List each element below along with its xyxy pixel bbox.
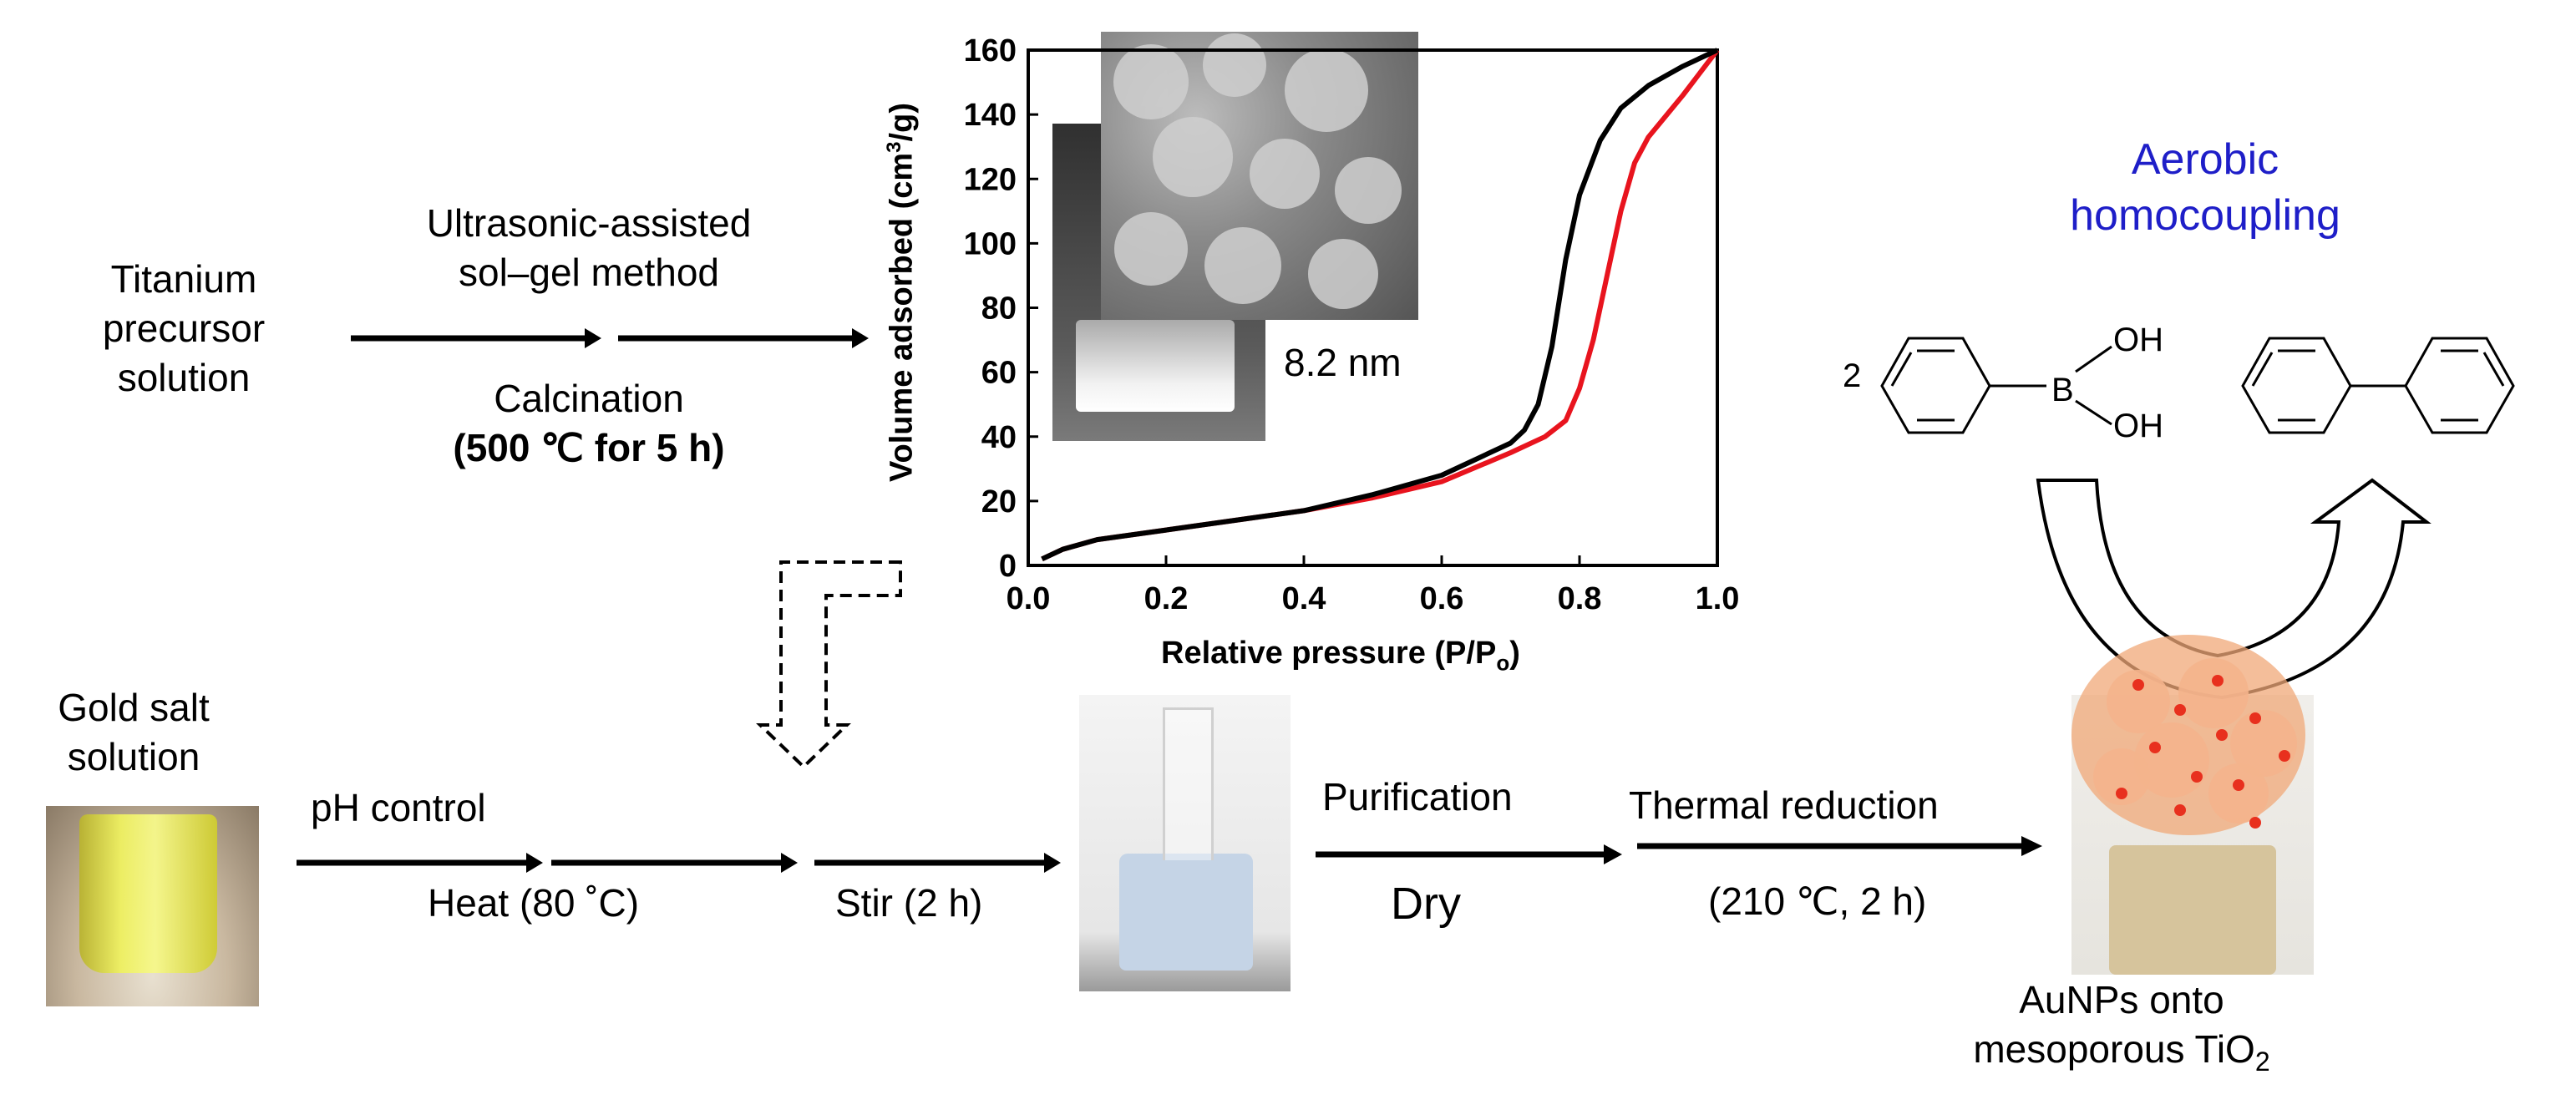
gold-salt-photo	[46, 806, 259, 1006]
hydroxyl-label-2: OH	[2113, 408, 2163, 444]
x-tick-label: 0.4	[1282, 581, 1326, 616]
y-tick-label: 60	[981, 356, 1017, 391]
pore-size-label: 8.2 nm	[1280, 338, 1405, 388]
title-line2: homocoupling	[2070, 190, 2340, 240]
step1-below1: Calcination	[494, 377, 684, 420]
chart-series	[1041, 48, 1720, 562]
au-tio2-nanoparticles	[2071, 635, 2305, 835]
chart-x-axis-title: Relative pressure (P/Po)	[1161, 636, 1520, 676]
x-tick-label: 0.0	[1007, 581, 1051, 616]
yellow-solution-beaker	[79, 814, 217, 973]
sem-image	[1101, 32, 1418, 320]
y-tick-label: 80	[981, 291, 1017, 327]
heat-label: Heat (80 ˚C)	[428, 881, 640, 925]
x-tick-label: 0.6	[1420, 581, 1464, 616]
purification-label: Purification	[1322, 775, 1513, 819]
hydroxyl-label-1: OH	[2113, 322, 2163, 358]
y-tick-label: 140	[964, 98, 1017, 133]
step1-above1: Ultrasonic-assisted	[426, 201, 752, 245]
titanium-precursor-label: Titanium precursor solution	[33, 255, 334, 403]
product-suspension	[2109, 845, 2276, 975]
chart-frame	[1027, 48, 1719, 567]
product-line1: AuNPs onto	[2019, 978, 2224, 1021]
chart-y-axis-title: Volume adsorbed (cm3/g)	[883, 103, 920, 482]
precursor-line3: solution	[117, 355, 251, 399]
x-tick-label: 0.2	[1144, 581, 1189, 616]
x-tick-label: 1.0	[1696, 581, 1740, 616]
suspension-in-flask	[1119, 854, 1253, 971]
x-tick-label: 0.8	[1558, 581, 1602, 616]
gold-salt-label: Gold salt solution	[17, 683, 251, 782]
chart-ticks: 0.0 0.2 0.4 0.6 0.8 1.0 0 20 40 60 80 100 120 140 160	[964, 33, 1740, 616]
product-label: AuNPs onto mesoporous TiO2	[1955, 976, 2289, 1079]
gold-line2: solution	[67, 734, 200, 778]
y-tick-label: 40	[981, 420, 1017, 455]
dashed-transfer-arrow	[756, 560, 902, 769]
y-tick-label: 0	[999, 549, 1017, 584]
phenylboronic-ring	[1880, 337, 1991, 434]
thermal-reduction-label: Thermal reduction	[1629, 783, 1939, 827]
sem-particles	[1113, 33, 1402, 309]
biphenyl-ring-1	[2241, 337, 2352, 434]
stir-label: Stir (2 h)	[835, 881, 983, 925]
dry-label: Dry	[1391, 879, 1461, 929]
adsorption-curve	[1041, 48, 1720, 562]
flask-neck	[1163, 707, 1214, 860]
y-tick-label: 120	[964, 162, 1017, 197]
aerobic-homocoupling-title: Aerobic homocoupling	[2030, 132, 2381, 243]
gold-line1: Gold salt	[58, 686, 210, 729]
molecule-graphics	[1880, 337, 2515, 434]
desorption-curve	[1041, 48, 1719, 562]
product-line2: mesoporous TiO2	[1973, 1026, 2270, 1077]
precursor-line1: Titanium	[110, 257, 257, 301]
step1-above2: sol–gel method	[459, 250, 719, 294]
biphenyl-ring-2	[2404, 337, 2515, 434]
step1-below2: (500 ℃ for 5 h)	[453, 425, 725, 469]
process-arrows	[297, 328, 2042, 873]
y-tick-label: 100	[964, 226, 1017, 261]
stoichiometric-coefficient: 2	[1843, 357, 1862, 394]
y-tick-label: 20	[981, 484, 1017, 519]
title-line1: Aerobic	[2131, 135, 2279, 184]
y-tick-label: 160	[964, 33, 1017, 68]
boron-atom-label: B	[2051, 372, 2074, 408]
sol-gel-label: Ultrasonic-assisted sol–gel method	[351, 199, 827, 297]
thermal-conditions-label: (210 ℃, 2 h)	[1708, 879, 1927, 923]
calcination-label: Calcination (500 ℃ for 5 h)	[351, 374, 827, 473]
precursor-line2: precursor	[102, 306, 266, 350]
white-powder	[1076, 320, 1235, 412]
ph-control-label: pH control	[311, 786, 486, 829]
flask-photo	[1079, 695, 1291, 991]
